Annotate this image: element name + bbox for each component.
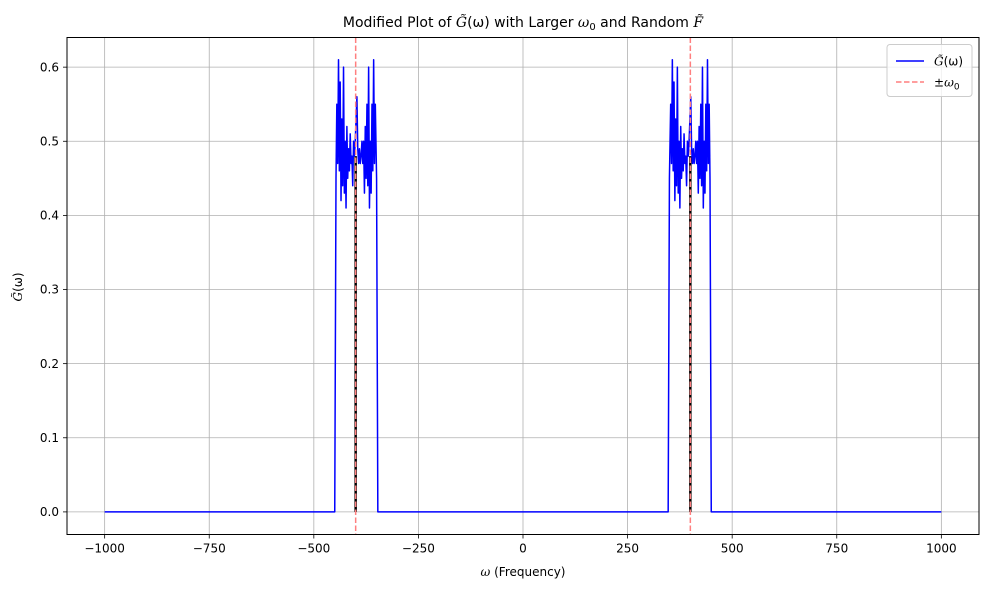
x-tick-label: 500 [721, 542, 744, 556]
x-tick-label: 1000 [926, 542, 957, 556]
y-tick-label: 0.3 [40, 283, 59, 297]
y-tick-label: 0.2 [40, 357, 59, 371]
x-tick-label: −1000 [84, 542, 125, 556]
y-tick-label: 0.5 [40, 134, 59, 148]
x-tick-label: 0 [519, 542, 527, 556]
y-axis-label: G̃(ω) [10, 272, 25, 301]
legend-label-omega0: ±ω0 [934, 76, 960, 93]
legend: G̃(ω) ±ω0 [886, 44, 973, 97]
legend-box [886, 44, 973, 97]
series-line-g-omega [104, 58, 942, 513]
x-tick-label: −250 [402, 542, 435, 556]
legend-label-g-omega: G̃(ω) [934, 53, 963, 68]
y-tick-label: 0.1 [40, 431, 59, 445]
x-tick-label: −750 [193, 542, 226, 556]
x-tick-label: 250 [616, 542, 639, 556]
x-tick-label: −500 [297, 542, 330, 556]
y-tick-label: 0.0 [40, 505, 59, 519]
x-tick-label: 750 [825, 542, 848, 556]
y-tick-label: 0.6 [40, 60, 59, 74]
y-tick-label: 0.4 [40, 209, 59, 223]
x-axis-label: ω (Frequency) [481, 565, 566, 579]
chart-title: Modified Plot of G̃(ω) with Larger ω0 an… [343, 13, 704, 33]
